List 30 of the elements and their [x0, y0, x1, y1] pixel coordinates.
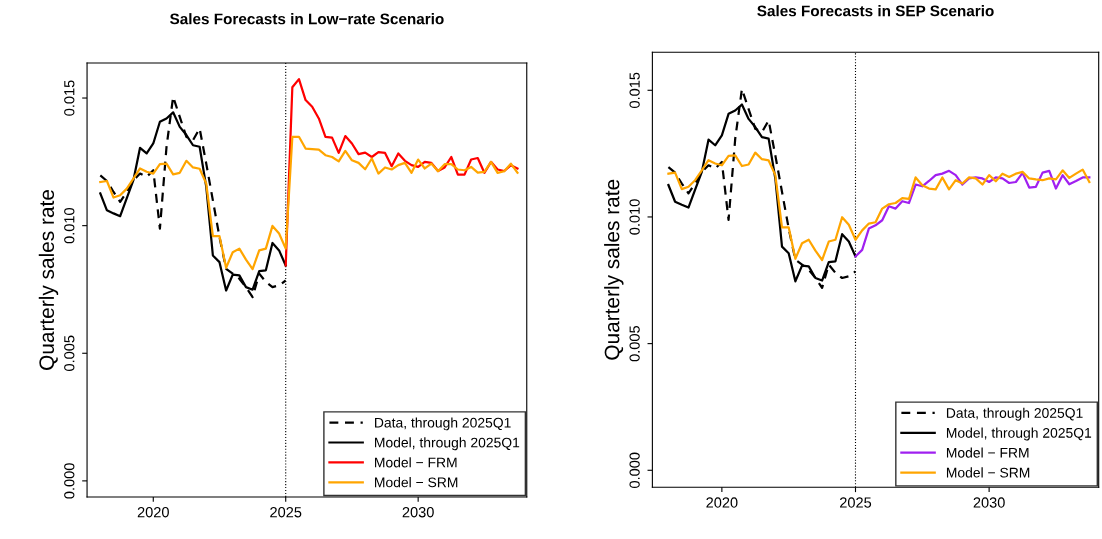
line-series — [99, 135, 519, 271]
y-axis-title: Quarterly sales rate — [604, 179, 624, 360]
y-tick-label: 0.010 — [629, 199, 640, 235]
x-tick-label: 2020 — [706, 497, 738, 508]
x-tick-label: 2020 — [137, 507, 169, 518]
y-tick-label: 0.010 — [64, 207, 75, 244]
x-tick-label: 2025 — [840, 497, 872, 508]
y-tick-label: 0.005 — [64, 335, 75, 371]
x-tick-label: 2025 — [270, 507, 302, 518]
legend-label: Model − SRM — [375, 477, 458, 488]
line-series — [854, 169, 1091, 258]
line-series — [667, 151, 1091, 262]
chart-title: Sales Forecasts in Low−rate Scenario — [170, 13, 444, 25]
chart-title: Sales Forecasts in SEP Scenario — [757, 5, 994, 17]
y-tick-label: 0.015 — [64, 80, 75, 116]
y-tick-label: 0.000 — [64, 463, 75, 499]
line-series — [284, 78, 519, 267]
legend-label: Model − SRM — [946, 467, 1030, 478]
legend-label: Model, through 2025Q1 — [946, 427, 1092, 441]
y-tick-label: 0.015 — [629, 72, 640, 108]
x-tick-label: 2030 — [402, 507, 434, 518]
y-tick-label: 0.005 — [629, 325, 640, 362]
legend-label: Data, through 2025Q1 — [946, 407, 1083, 421]
legend-label: Model − FRM — [946, 447, 1029, 458]
legend-label: Model, through 2025Q1 — [375, 437, 520, 451]
y-axis-title: Quarterly sales rate — [38, 190, 59, 370]
legend-label: Model − FRM — [375, 457, 457, 468]
x-tick-label: 2030 — [973, 497, 1005, 508]
y-tick-label: 0.000 — [629, 452, 640, 488]
legend-label: Data, through 2025Q1 — [375, 417, 511, 431]
